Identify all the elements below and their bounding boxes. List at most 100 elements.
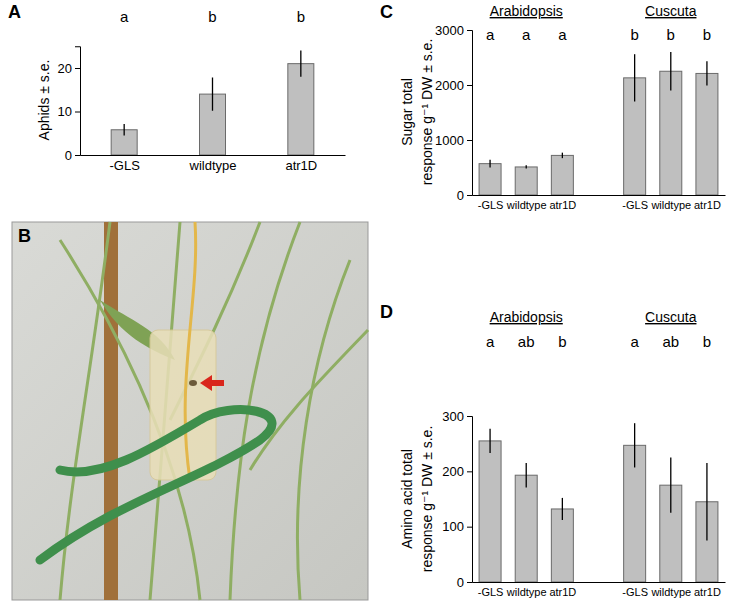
significance-letter: b xyxy=(558,333,566,350)
tick: atr1D xyxy=(694,586,721,598)
tick-mark xyxy=(467,582,472,583)
category-label: atr1D xyxy=(694,586,721,598)
tick-mark xyxy=(75,155,80,156)
tick-label: 300 xyxy=(442,409,464,424)
tick-label: 2000 xyxy=(435,78,464,93)
axis-line xyxy=(467,31,473,196)
tick-mark xyxy=(467,195,472,196)
panel-label: C xyxy=(380,2,393,22)
error-bar xyxy=(212,78,213,111)
tick-mark xyxy=(467,527,472,528)
stake xyxy=(104,222,118,600)
significance-letter: b xyxy=(667,26,675,43)
category-label: wildtype xyxy=(189,158,237,173)
tick: atr1D xyxy=(285,158,317,173)
aphid xyxy=(189,380,197,386)
y-axis: 0 100 200 300 xyxy=(442,409,472,590)
error-bar xyxy=(526,463,527,487)
tick: atr1D xyxy=(549,586,576,598)
x-axis: -GLSwildtypeatr1D-GLSwildtypeatr1D xyxy=(473,583,726,598)
significance-letter: b xyxy=(703,26,711,43)
tick: 200 xyxy=(442,464,472,479)
significance-letter: a xyxy=(558,26,567,43)
stem xyxy=(250,330,368,470)
significance-letter: a xyxy=(630,333,639,350)
tick-label: 1000 xyxy=(435,133,464,148)
tick: wildtype xyxy=(189,158,237,173)
bar xyxy=(696,73,718,195)
error-bar xyxy=(562,498,563,520)
significance-letter: b xyxy=(297,8,305,25)
axis-line xyxy=(75,47,81,156)
bar xyxy=(551,155,573,195)
axis-line xyxy=(81,155,346,156)
error-bar xyxy=(124,124,125,135)
category-label: -GLS xyxy=(622,586,648,598)
photo-background xyxy=(12,222,368,600)
tick-mark xyxy=(467,140,472,141)
bar xyxy=(479,164,501,195)
error-bar xyxy=(300,51,301,77)
category-label: atr1D xyxy=(549,586,576,598)
tick: atr1D xyxy=(549,199,576,211)
error-bar xyxy=(706,61,707,85)
panel-label: D xyxy=(380,302,393,322)
category-label: atr1D xyxy=(549,199,576,211)
error-bar xyxy=(562,153,563,159)
significance-letter: ab xyxy=(662,333,679,350)
aphid-cage-stem xyxy=(40,410,272,560)
photo-panel: B xyxy=(12,222,368,600)
category-label: wildtype xyxy=(506,586,547,598)
plot-marks xyxy=(111,51,314,155)
significance-letter: a xyxy=(522,26,531,43)
tick-label: 0 xyxy=(65,148,72,163)
y-axis: 0100020003000 xyxy=(435,23,472,203)
group-label: Cuscuta xyxy=(645,3,697,19)
error-bar xyxy=(634,54,635,101)
panel-label: B xyxy=(18,226,31,246)
tick: -GLS xyxy=(622,586,648,598)
plot-marks xyxy=(479,423,718,582)
tick: wildtype xyxy=(650,199,691,211)
stem xyxy=(297,260,350,600)
axis-title: Amino acid total xyxy=(399,449,415,549)
tick: 0 xyxy=(65,148,80,163)
bar xyxy=(479,441,501,582)
x-axis: -GLSwildtypeatr1D-GLSwildtypeatr1D xyxy=(473,196,726,211)
tick-label: 100 xyxy=(442,519,464,534)
error-bar xyxy=(489,429,490,453)
category-label: -GLS xyxy=(478,586,504,598)
chart-panel: D Amino acid totalresponse g⁻¹ DW ± s.e. 0… xyxy=(380,302,726,598)
category-label: -GLS xyxy=(109,158,140,173)
axis-line xyxy=(473,582,726,583)
bar xyxy=(515,475,537,582)
y-axis: 0 10 20 xyxy=(58,47,81,163)
significance-letter: a xyxy=(486,26,495,43)
tick-label: 0 xyxy=(457,188,464,203)
cuscuta-stem xyxy=(185,222,196,480)
category-label: atr1D xyxy=(694,199,721,211)
group-label: Arabidopsis xyxy=(490,3,563,19)
tick-mark xyxy=(467,416,472,417)
significance-letter: a xyxy=(120,8,129,25)
tick: 20 xyxy=(58,61,80,76)
chart-panel: CSugar totalresponse g⁻¹ DW ± s.e.010002… xyxy=(380,2,726,211)
tick: -GLS xyxy=(478,199,504,211)
arrow xyxy=(200,375,224,391)
significance-letter: ab xyxy=(518,333,535,350)
significance-letter: b xyxy=(630,26,638,43)
axis-title: response g⁻¹ DW ± s.e. xyxy=(419,426,435,573)
error-bar xyxy=(526,165,527,168)
error-bar xyxy=(489,160,490,168)
group-label: Arabidopsis xyxy=(490,309,563,325)
tick-label: 0 xyxy=(457,575,464,590)
bar xyxy=(288,64,314,155)
category-label: atr1D xyxy=(285,158,317,173)
tick: 0 xyxy=(457,575,472,590)
tick: 10 xyxy=(58,104,80,119)
tick-mark xyxy=(467,471,472,472)
bar xyxy=(515,167,537,195)
tick: wildtype xyxy=(650,586,691,598)
plot-marks xyxy=(479,52,718,195)
category-label: -GLS xyxy=(478,199,504,211)
